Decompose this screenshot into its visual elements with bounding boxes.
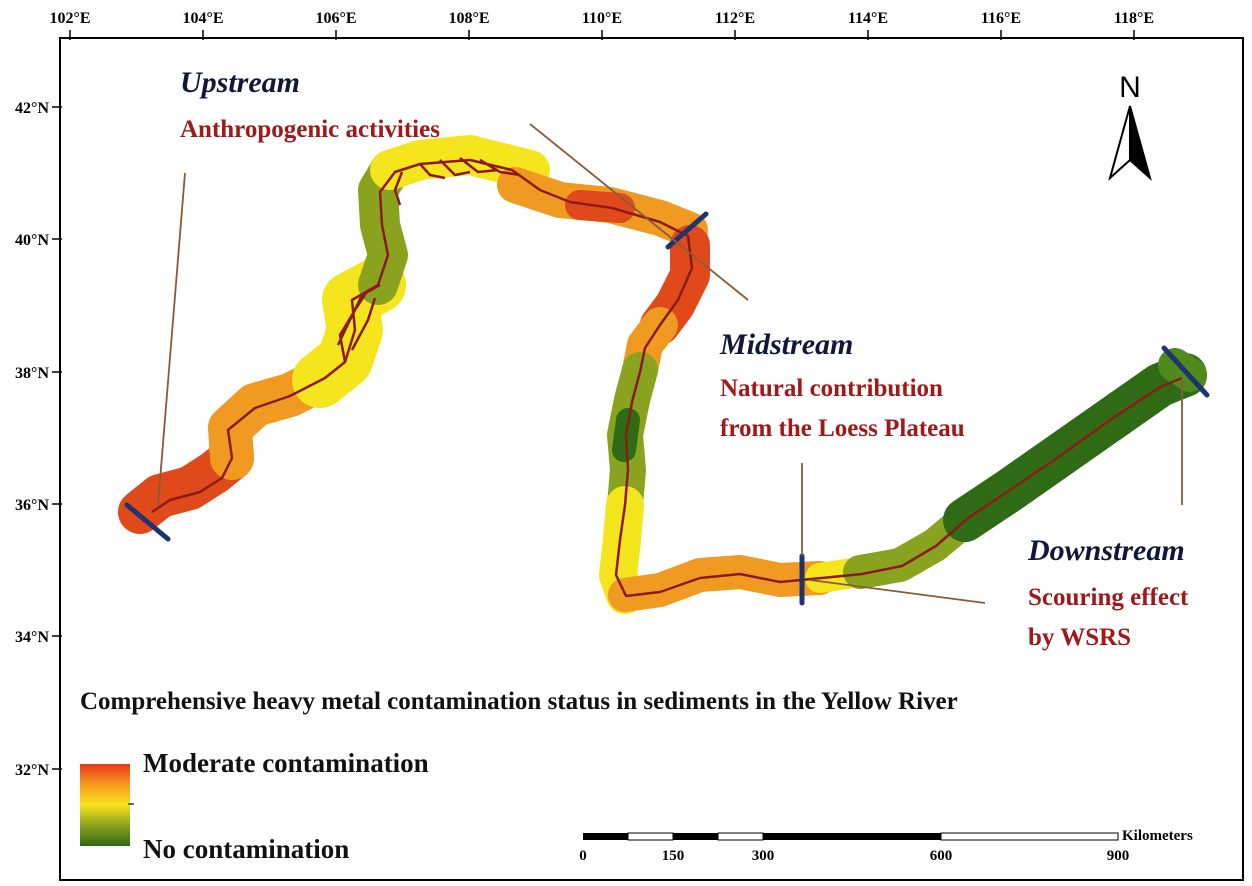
callout-downstream-left [809, 579, 986, 604]
river-tributary [459, 157, 499, 174]
legend-high-label: Moderate contamination [143, 748, 429, 778]
river-network [151, 157, 1183, 598]
lat-tick-label: 36°N [15, 497, 49, 514]
lon-tick-label: 106°E [315, 10, 356, 27]
river-braid [350, 297, 377, 351]
boundary-downstream-end [1161, 345, 1210, 398]
longitude-axis: 102°E 104°E 106°E 108°E 110°E 112°E 114°… [49, 10, 1154, 40]
upstream-note: Anthropogenic activities [180, 116, 440, 143]
lon-tick-label: 104°E [182, 10, 223, 27]
scale-unit: Kilometers [1122, 828, 1193, 844]
river-tributary [439, 159, 471, 177]
river-main-channel [151, 158, 1183, 598]
downstream-title: Downstream [1027, 534, 1185, 567]
scale-bar: Kilometers 0 150 300 600 900 [579, 828, 1193, 864]
map-caption: Comprehensive heavy metal contamination … [80, 688, 958, 715]
lat-tick-label: 40°N [15, 232, 49, 249]
scale-tick-label: 900 [1107, 848, 1130, 864]
legend: Moderate contamination No contamination [80, 748, 429, 864]
scale-tick-label: 600 [930, 848, 953, 864]
midstream-note-line2: from the Loess Plateau [720, 415, 965, 442]
callout-lines [157, 123, 1183, 604]
legend-low-label: No contamination [143, 834, 349, 864]
lat-tick-label: 42°N [15, 100, 49, 117]
downstream-note-line2: by WSRS [1028, 624, 1131, 651]
scale-tick-label: 300 [752, 848, 775, 864]
midstream-title: Midstream [719, 328, 853, 361]
boundary-upstream-start [124, 502, 171, 542]
lon-tick-label: 112°E [715, 10, 755, 27]
legend-color-ramp [80, 764, 130, 846]
north-arrow: N [1108, 71, 1152, 182]
lon-tick-label: 110°E [582, 10, 622, 27]
callout-midstream-top [529, 123, 749, 301]
lon-tick-label: 118°E [1114, 10, 1154, 27]
river-braid [336, 283, 381, 346]
lon-tick-label: 102°E [49, 10, 90, 27]
lat-tick-label: 34°N [15, 629, 49, 646]
lon-tick-label: 116°E [981, 10, 1021, 27]
scale-tick-label: 0 [579, 848, 587, 864]
buffer-segment-orange [608, 555, 837, 612]
latitude-axis: 42°N 40°N 38°N 36°N 34°N 32°N [15, 100, 62, 779]
lon-tick-label: 114°E [848, 10, 888, 27]
river-tributary [419, 163, 446, 180]
lat-tick-label: 38°N [15, 365, 49, 382]
river-tributary [479, 158, 521, 177]
lon-tick-label: 108°E [448, 10, 489, 27]
scale-tick-label: 150 [662, 848, 685, 864]
downstream-note-line1: Scouring effect [1028, 584, 1189, 611]
midstream-note-line1: Natural contribution [720, 375, 943, 402]
lat-tick-label: 32°N [15, 762, 49, 779]
north-label: N [1119, 71, 1141, 104]
callout-upstream [157, 172, 186, 506]
upstream-title: Upstream [180, 66, 300, 99]
river-tributary [393, 171, 404, 206]
north-arrow-icon [1108, 105, 1152, 182]
buffer-segment-yellow [370, 135, 550, 190]
